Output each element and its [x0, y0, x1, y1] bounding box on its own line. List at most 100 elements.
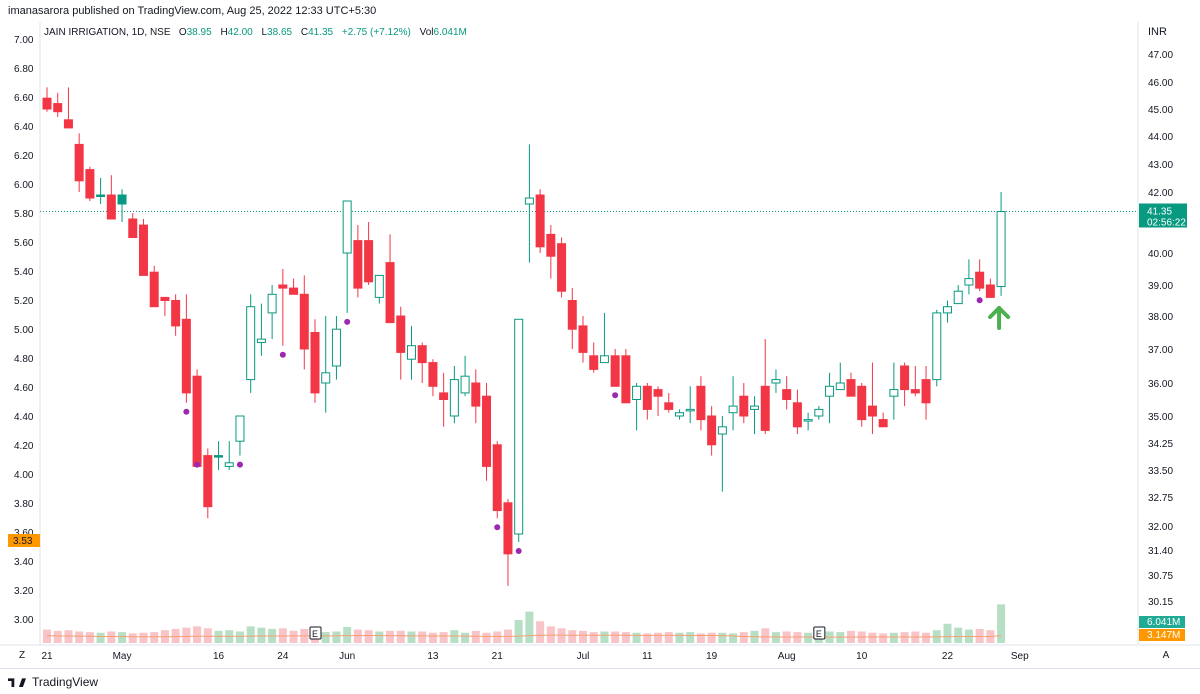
candle-body — [760, 385, 770, 431]
volume-bar — [343, 627, 352, 643]
candle-body — [203, 455, 213, 508]
volume-average-line — [46, 634, 1002, 638]
volume-bar — [632, 632, 641, 643]
high-value: 42.00 — [227, 27, 253, 38]
volume-bar — [889, 632, 898, 643]
candle-body — [674, 412, 684, 417]
volume-bar — [193, 626, 202, 643]
time-axis-tick: Sep — [1011, 651, 1029, 662]
signal-marker — [344, 318, 351, 325]
candle-body — [964, 278, 974, 286]
candle-body — [739, 395, 749, 417]
volume-bar — [107, 631, 116, 643]
candle-body — [524, 197, 534, 205]
volume-bar — [64, 630, 73, 643]
time-axis-tick: 22 — [942, 651, 954, 662]
left-axis-tick: 6.60 — [14, 93, 34, 104]
candle-body — [117, 194, 127, 205]
auto-scale-button[interactable]: A — [1162, 650, 1170, 661]
candle-body — [728, 405, 738, 414]
candle-body — [910, 389, 920, 394]
candle-body — [814, 408, 824, 417]
volume-bar — [997, 604, 1006, 643]
candle-body — [374, 274, 384, 298]
candle-body — [267, 293, 277, 314]
volume-bar — [793, 632, 802, 643]
volume-bar — [879, 633, 888, 643]
left-axis-tick: 4.40 — [14, 412, 34, 423]
volume-avg-tag-value: 3.147M — [1147, 630, 1180, 641]
volume-bar — [675, 632, 684, 643]
time-axis-tick: 10 — [856, 651, 868, 662]
volume-bar — [407, 631, 416, 643]
candle-body — [460, 375, 470, 394]
volume-bar — [332, 631, 341, 643]
candle-body — [632, 385, 642, 400]
candle-body — [214, 455, 224, 458]
candle-body — [942, 306, 952, 314]
change-value: +2.75 (+7.12%) — [341, 27, 411, 38]
zoom-button[interactable]: Z — [18, 650, 26, 661]
currency-label: INR — [1148, 26, 1167, 38]
volume-bar — [428, 632, 437, 643]
time-axis-tick: 11 — [642, 651, 653, 662]
candle-body — [74, 143, 84, 182]
candle-body — [106, 194, 116, 220]
earnings-marker-label: E — [312, 629, 318, 639]
right-axis-tick: 37.00 — [1148, 345, 1173, 356]
right-axis-tick: 43.00 — [1148, 160, 1173, 171]
time-axis-tick: Jun — [339, 651, 355, 662]
symbol-name: JAIN IRRIGATION, 1D, NSE — [44, 27, 171, 38]
candle-body — [642, 385, 652, 410]
candle-body — [567, 300, 577, 330]
earnings-marker-box — [309, 626, 322, 640]
left-axis-tick: 3.20 — [14, 586, 34, 597]
candle-body — [449, 379, 459, 417]
left-axis-tick: 5.00 — [14, 325, 34, 336]
candle-body — [782, 389, 792, 401]
volume-bar — [471, 630, 480, 643]
left-cursor-tag-value: 3.53 — [13, 536, 33, 547]
volume-bar — [75, 631, 84, 643]
left-axis-tick: 4.80 — [14, 354, 34, 365]
right-axis-tick: 34.25 — [1148, 439, 1173, 450]
right-axis-tick: 39.00 — [1148, 281, 1173, 292]
candle-body — [406, 345, 416, 360]
right-axis-tick: 32.00 — [1148, 522, 1173, 533]
earnings-marker-label: E — [816, 629, 822, 639]
left-axis-tick: 6.20 — [14, 151, 34, 162]
candle-body — [610, 355, 620, 387]
price-chart[interactable]: 47.0046.0045.0044.0043.0042.0041.0040.00… — [0, 0, 1200, 668]
candle-body — [750, 405, 760, 410]
earnings-marker-box — [813, 626, 826, 640]
candle-body — [985, 284, 995, 298]
right-axis-tick: 30.15 — [1148, 597, 1173, 608]
candle-body — [53, 103, 63, 113]
candle-body — [417, 345, 427, 364]
signal-marker — [515, 548, 522, 554]
candle-body — [878, 419, 888, 428]
volume-bar — [418, 631, 427, 643]
candle-body — [256, 338, 266, 343]
right-axis-tick: 33.50 — [1148, 466, 1173, 477]
price-tag-box — [1139, 203, 1187, 228]
footer-bar: TradingView — [0, 668, 1200, 694]
volume-bar — [611, 631, 620, 643]
tv-logo-icon-part — [18, 678, 26, 688]
volume-bar — [450, 630, 459, 643]
volume-bar — [118, 632, 127, 643]
volume-bar — [214, 630, 223, 643]
candle-body — [224, 462, 234, 467]
left-cursor-tag-box — [8, 534, 40, 547]
candle-body — [535, 194, 545, 248]
signal-marker — [183, 408, 190, 415]
price-tag-countdown: 02:56:22 — [1147, 218, 1186, 229]
signal-marker — [236, 461, 243, 468]
volume-bar — [525, 611, 534, 643]
volume-bar — [686, 632, 695, 643]
volume-bar — [536, 621, 545, 643]
time-axis-tick: 24 — [277, 651, 289, 662]
candle-body — [664, 402, 674, 410]
tradingview-logo[interactable]: TradingView — [8, 675, 98, 689]
candle-body — [321, 372, 331, 384]
